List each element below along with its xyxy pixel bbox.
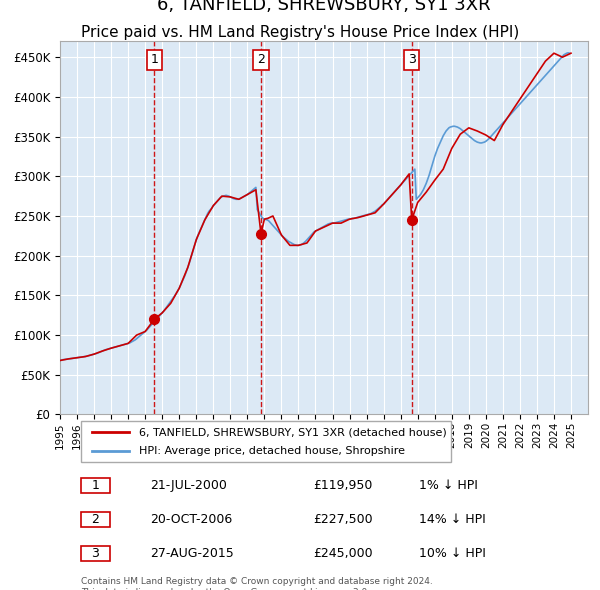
Text: 20-OCT-2006: 20-OCT-2006 — [150, 513, 232, 526]
Text: 10% ↓ HPI: 10% ↓ HPI — [419, 547, 486, 560]
FancyBboxPatch shape — [81, 421, 451, 462]
Text: 1% ↓ HPI: 1% ↓ HPI — [419, 479, 478, 492]
Text: 2: 2 — [257, 54, 265, 67]
Text: 14% ↓ HPI: 14% ↓ HPI — [419, 513, 486, 526]
Text: 21-JUL-2000: 21-JUL-2000 — [150, 479, 227, 492]
Text: £119,950: £119,950 — [313, 479, 373, 492]
Text: £245,000: £245,000 — [313, 547, 373, 560]
Title: 6, TANFIELD, SHREWSBURY, SY1 3XR: 6, TANFIELD, SHREWSBURY, SY1 3XR — [157, 0, 491, 14]
FancyBboxPatch shape — [81, 546, 110, 561]
Text: 27-AUG-2015: 27-AUG-2015 — [150, 547, 233, 560]
FancyBboxPatch shape — [81, 512, 110, 527]
Text: 3: 3 — [91, 547, 100, 560]
Text: 1: 1 — [91, 479, 100, 492]
Text: 2: 2 — [91, 513, 100, 526]
FancyBboxPatch shape — [81, 478, 110, 493]
Text: Contains HM Land Registry data © Crown copyright and database right 2024.
This d: Contains HM Land Registry data © Crown c… — [81, 577, 433, 590]
Text: 3: 3 — [408, 54, 416, 67]
Text: 6, TANFIELD, SHREWSBURY, SY1 3XR (detached house): 6, TANFIELD, SHREWSBURY, SY1 3XR (detach… — [139, 427, 447, 437]
Text: Price paid vs. HM Land Registry's House Price Index (HPI): Price paid vs. HM Land Registry's House … — [81, 25, 519, 40]
Text: 1: 1 — [151, 54, 158, 67]
Text: HPI: Average price, detached house, Shropshire: HPI: Average price, detached house, Shro… — [139, 446, 405, 456]
Text: £227,500: £227,500 — [313, 513, 373, 526]
